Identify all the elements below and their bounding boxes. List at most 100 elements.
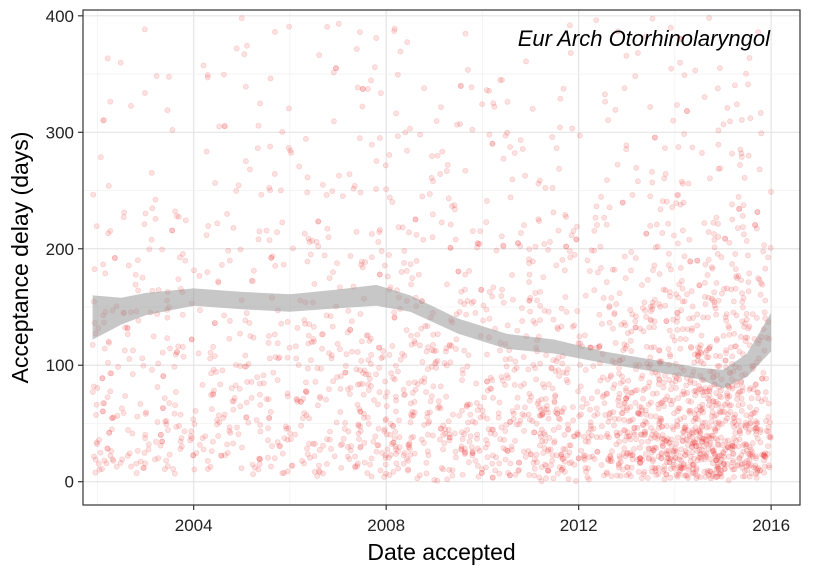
scatter-point [621, 319, 628, 326]
scatter-point [697, 474, 704, 481]
scatter-point [744, 421, 750, 428]
scatter-point [443, 345, 450, 352]
scatter-point [500, 299, 507, 306]
scatter-point [215, 279, 222, 286]
scatter-point [667, 397, 673, 404]
scatter-point [681, 472, 688, 479]
scatter-point [557, 95, 564, 102]
scatter-point [704, 354, 710, 361]
scatter-point [734, 461, 741, 468]
scatter-point [224, 210, 230, 217]
scatter-point [316, 467, 322, 474]
scatter-point [403, 327, 410, 333]
scatter-point [690, 429, 697, 436]
scatter-point [368, 77, 374, 84]
scatter-point [493, 247, 500, 254]
scatter-point [346, 171, 353, 178]
scatter-point [715, 465, 722, 472]
scatter-point [621, 400, 627, 406]
scatter-point [515, 240, 521, 247]
scatter-point [504, 129, 511, 136]
scatter-point [733, 437, 740, 444]
scatter-point [555, 355, 562, 361]
scatter-point [643, 419, 650, 426]
scatter-point [463, 311, 470, 318]
scatter-point [638, 410, 644, 417]
scatter-point [432, 359, 439, 365]
scatter-point [459, 436, 466, 442]
scatter-point [493, 454, 499, 461]
scatter-point [714, 463, 721, 470]
scatter-point [602, 98, 608, 105]
scatter-point [716, 408, 723, 415]
scatter-point [207, 349, 214, 356]
scatter-point [674, 309, 681, 316]
scatter-point [159, 438, 166, 445]
scatter-point [697, 451, 704, 458]
scatter-point [374, 442, 381, 449]
scatter-point [199, 381, 206, 388]
scatter-point [342, 419, 348, 426]
scatter-point [284, 393, 291, 400]
scatter-point [358, 357, 365, 364]
scatter-point [666, 439, 673, 446]
scatter-point [747, 115, 754, 122]
scatter-point [330, 378, 337, 385]
scatter-point [411, 409, 418, 416]
scatter-point [651, 318, 658, 325]
scatter-point [647, 222, 654, 229]
scatter-point [571, 322, 577, 329]
scatter-point [313, 238, 320, 245]
scatter-point [407, 419, 414, 426]
scatter-point [279, 128, 286, 135]
scatter-point [410, 412, 417, 419]
scatter-point [265, 339, 272, 346]
scatter-point [533, 376, 540, 383]
scatter-point [171, 363, 178, 370]
scatter-point [571, 461, 578, 468]
scatter-point [713, 457, 719, 464]
scatter-point [526, 472, 532, 478]
scatter-point [718, 387, 724, 394]
scatter-point [672, 454, 679, 461]
scatter-point [707, 175, 713, 182]
scatter-point [709, 264, 715, 270]
scatter-point [219, 367, 226, 374]
scatter-point [570, 433, 577, 439]
scatter-point [677, 453, 684, 459]
scatter-point [391, 314, 398, 321]
scatter-point [357, 428, 364, 434]
scatter-point [380, 347, 387, 354]
scatter-point [157, 431, 164, 438]
scatter-point [278, 320, 284, 327]
scatter-point [714, 441, 721, 448]
scatter-point [714, 85, 721, 92]
scatter-point [160, 405, 166, 411]
scatter-point [432, 347, 439, 354]
scatter-point [553, 358, 560, 365]
scatter-point [529, 105, 536, 112]
scatter-point [743, 441, 750, 448]
scatter-point [738, 333, 744, 340]
scatter-point [104, 445, 111, 452]
scatter-point [549, 452, 556, 458]
scatter-point [105, 338, 112, 345]
scatter-point [744, 463, 750, 469]
scatter-point [323, 460, 330, 467]
scatter-point [706, 397, 713, 404]
scatter-point [164, 314, 171, 321]
scatter-point [745, 288, 752, 295]
scatter-point [484, 378, 490, 385]
scatter-point [530, 362, 537, 368]
scatter-point [536, 412, 543, 419]
scatter-point [218, 452, 225, 459]
scatter-point [671, 232, 677, 239]
scatter-point [668, 65, 675, 72]
scatter-point [210, 387, 217, 394]
scatter-point [188, 336, 195, 343]
scatter-point [438, 219, 445, 226]
scatter-point [373, 158, 380, 164]
scatter-point [333, 419, 340, 426]
scatter-point [582, 452, 588, 459]
scatter-point [725, 444, 731, 451]
